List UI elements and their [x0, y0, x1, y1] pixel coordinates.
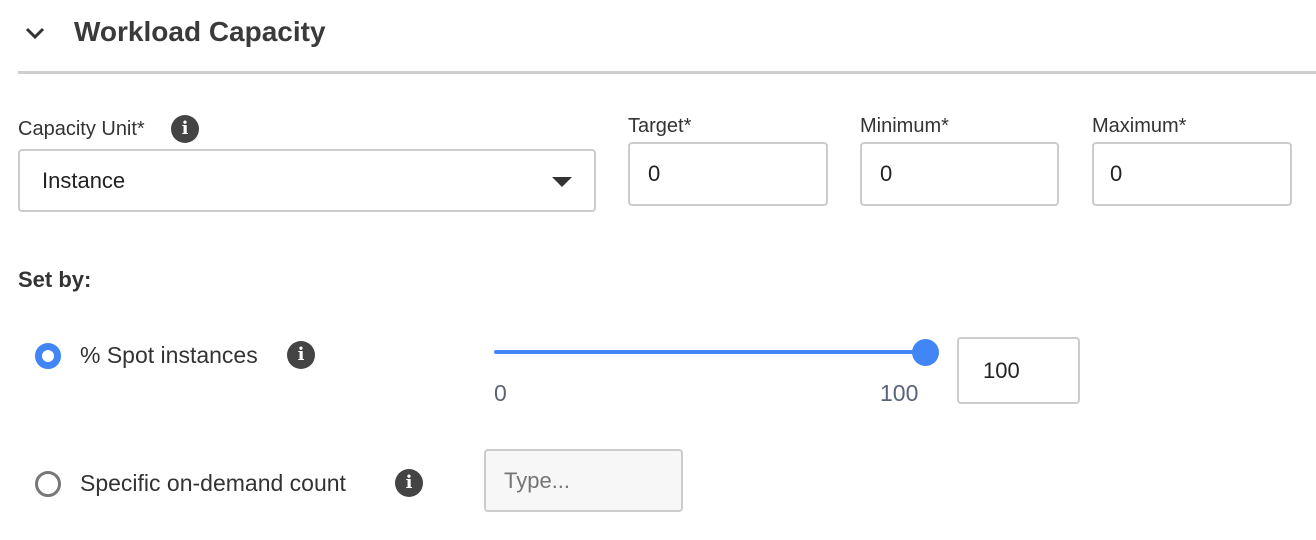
on-demand-radio[interactable] — [35, 471, 61, 497]
on-demand-label: Specific on-demand count — [80, 470, 346, 496]
minimum-input[interactable]: 0 — [860, 142, 1059, 206]
minimum-label: Minimum* — [860, 115, 949, 137]
spot-label: % Spot instances — [80, 342, 258, 368]
capacity-unit-value: Instance — [42, 167, 126, 193]
spot-percent-value: 100 — [983, 357, 1020, 383]
on-demand-count-input[interactable] — [484, 449, 683, 512]
slider-thumb[interactable] — [912, 339, 939, 366]
divider — [18, 71, 1316, 74]
section-title: Workload Capacity — [74, 16, 326, 47]
capacity-unit-label: Capacity Unit* — [18, 118, 145, 140]
target-value: 0 — [648, 161, 661, 186]
target-input[interactable]: 0 — [628, 142, 828, 206]
spot-radio[interactable] — [35, 343, 61, 369]
slider-max-label: 100 — [880, 380, 919, 406]
capacity-unit-select[interactable]: Instance — [18, 149, 596, 212]
info-icon[interactable]: i — [395, 469, 423, 497]
target-label: Target* — [628, 115, 692, 137]
caret-down-icon — [552, 177, 572, 187]
slider-min-label: 0 — [494, 380, 507, 406]
spot-percent-input[interactable]: 100 — [957, 337, 1080, 404]
maximum-input[interactable]: 0 — [1092, 142, 1292, 206]
info-icon[interactable]: i — [287, 341, 315, 369]
minimum-value: 0 — [880, 161, 893, 186]
chevron-down-icon[interactable] — [24, 22, 46, 44]
slider-track[interactable] — [494, 350, 926, 354]
info-icon[interactable]: i — [171, 115, 199, 143]
maximum-label: Maximum* — [1092, 115, 1187, 137]
maximum-value: 0 — [1110, 161, 1123, 186]
set-by-label: Set by: — [18, 267, 92, 292]
